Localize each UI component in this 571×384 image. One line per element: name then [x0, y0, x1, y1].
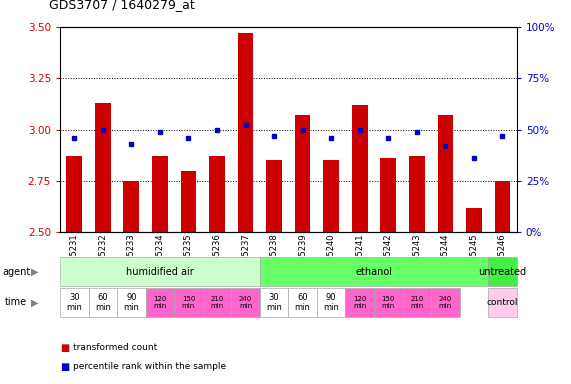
- Text: 30
min: 30 min: [66, 293, 82, 312]
- Bar: [323, 161, 339, 232]
- Bar: [352, 105, 368, 232]
- Bar: [66, 156, 82, 232]
- Text: percentile rank within the sample: percentile rank within the sample: [73, 362, 226, 371]
- Text: 60
min: 60 min: [95, 293, 111, 312]
- Text: 240
min: 240 min: [439, 296, 452, 309]
- Bar: [409, 156, 425, 232]
- Bar: [266, 161, 282, 232]
- Bar: [152, 156, 168, 232]
- Text: 210
min: 210 min: [210, 296, 224, 309]
- Text: agent: agent: [3, 266, 31, 277]
- Text: transformed count: transformed count: [73, 343, 157, 352]
- Bar: [209, 156, 225, 232]
- Text: 30
min: 30 min: [266, 293, 282, 312]
- Text: 120
min: 120 min: [153, 296, 167, 309]
- Text: GDS3707 / 1640279_at: GDS3707 / 1640279_at: [49, 0, 194, 12]
- Text: humidified air: humidified air: [126, 266, 194, 277]
- Text: 60
min: 60 min: [295, 293, 311, 312]
- Bar: [380, 158, 396, 232]
- Text: control: control: [486, 298, 518, 307]
- Text: ■: ■: [60, 362, 69, 372]
- Bar: [123, 181, 139, 232]
- Bar: [95, 103, 111, 232]
- Text: time: time: [5, 297, 27, 308]
- Text: 90
min: 90 min: [323, 293, 339, 312]
- Bar: [494, 181, 510, 232]
- Bar: [180, 171, 196, 232]
- Text: ▶: ▶: [31, 297, 39, 308]
- Text: untreated: untreated: [478, 266, 526, 277]
- Text: 150
min: 150 min: [182, 296, 195, 309]
- Bar: [238, 33, 254, 232]
- Text: 240
min: 240 min: [239, 296, 252, 309]
- Text: ■: ■: [60, 343, 69, 353]
- Bar: [295, 115, 311, 232]
- Bar: [466, 208, 482, 232]
- Text: ▶: ▶: [31, 266, 39, 277]
- Text: 120
min: 120 min: [353, 296, 367, 309]
- Bar: [437, 115, 453, 232]
- Text: 210
min: 210 min: [410, 296, 424, 309]
- Text: 90
min: 90 min: [123, 293, 139, 312]
- Text: ethanol: ethanol: [356, 266, 392, 277]
- Text: 150
min: 150 min: [381, 296, 395, 309]
